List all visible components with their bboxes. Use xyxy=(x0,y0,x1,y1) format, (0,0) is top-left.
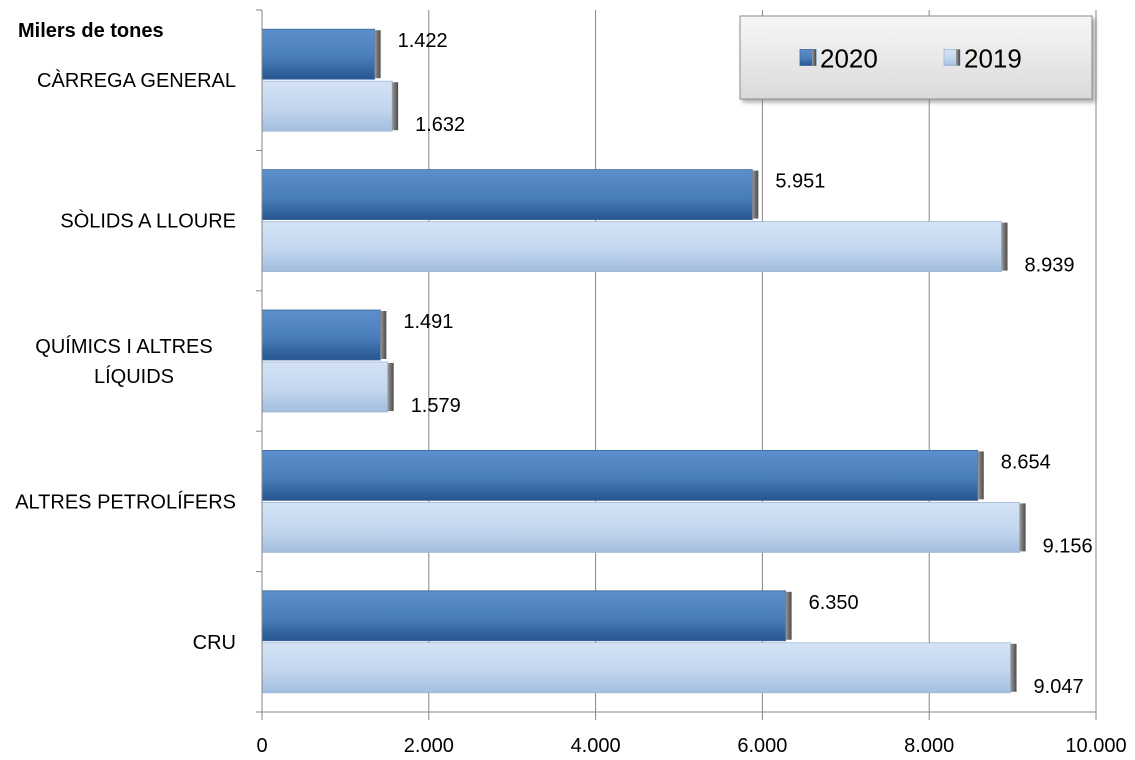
bar-end-cap xyxy=(1001,222,1008,271)
category-label: CRU xyxy=(193,632,236,654)
data-label: 1.422 xyxy=(398,30,448,52)
bar-2019 xyxy=(261,361,389,413)
data-label: 9.156 xyxy=(1043,535,1093,557)
data-label: 8.939 xyxy=(1025,255,1075,277)
bar-end-cap xyxy=(752,170,759,219)
bar-2019 xyxy=(261,642,1011,694)
unit-label: Milers de tones xyxy=(18,20,164,42)
category-label: QUÍMICS I ALTRES xyxy=(35,335,212,358)
bar-2020 xyxy=(261,309,381,361)
x-tick-label: 4.000 xyxy=(571,735,621,757)
bar-2020 xyxy=(261,28,375,80)
category-label: ALTRES PETROLÍFERS xyxy=(15,490,236,513)
data-label: 1.579 xyxy=(411,395,461,417)
axes xyxy=(256,9,1097,720)
x-tick-label: 2.000 xyxy=(404,735,454,757)
x-tick-label: 0 xyxy=(256,735,267,757)
bar-2020 xyxy=(261,169,753,221)
legend-label-2019: 2019 xyxy=(964,44,1022,74)
bar-end-cap xyxy=(374,30,381,79)
bar-2019 xyxy=(261,501,1021,553)
bars xyxy=(261,28,1026,694)
bar-2019 xyxy=(261,221,1002,273)
x-tick-label: 10.000 xyxy=(1065,735,1126,757)
category-label: SÒLIDS A LLOURE xyxy=(60,210,236,233)
legend-swatch-cap xyxy=(812,49,816,66)
labels: 0 2.000 4.000 6.000 8.000 10.000 1.422 1.632 CÀR… xyxy=(15,30,1126,757)
bar-end-cap xyxy=(392,82,399,131)
legend-label-2020: 2020 xyxy=(820,44,878,74)
data-label: 8.654 xyxy=(1001,451,1051,473)
bar-2019 xyxy=(261,80,393,132)
x-tick-label: 6.000 xyxy=(737,735,787,757)
legend: 2020 2019 xyxy=(739,15,1093,100)
data-label: 1.632 xyxy=(415,114,465,136)
category-label: CÀRREGA GENERAL xyxy=(37,69,236,92)
bar-end-cap xyxy=(1019,503,1026,552)
data-label: 1.491 xyxy=(403,311,453,333)
data-label: 9.047 xyxy=(1034,676,1084,698)
bar-end-cap xyxy=(387,363,394,411)
category-label: LÍQUIDS xyxy=(94,365,174,388)
bar-2020 xyxy=(261,590,786,642)
bar-2020 xyxy=(261,449,979,501)
bar-end-cap xyxy=(380,311,387,359)
data-label: 6.350 xyxy=(809,592,859,614)
legend-swatch-cap xyxy=(956,49,960,66)
bar-end-cap xyxy=(1010,643,1017,692)
x-tick-label: 8.000 xyxy=(904,735,954,757)
bar-end-cap xyxy=(785,591,792,640)
data-label: 5.951 xyxy=(775,171,825,193)
legend-box xyxy=(739,15,1093,100)
bar-end-cap xyxy=(977,451,984,500)
